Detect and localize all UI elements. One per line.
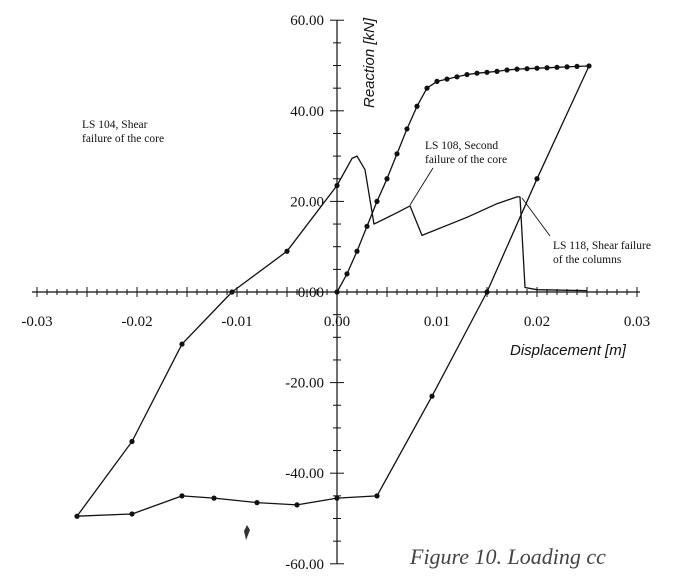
data-point	[179, 493, 185, 499]
x-tick-label: 0.00	[324, 314, 350, 330]
data-point	[294, 502, 300, 508]
y-tick-label: 20.00	[290, 194, 324, 210]
annotation-text-2: LS 108, Second	[425, 140, 498, 152]
y-tick-marks	[330, 19, 344, 565]
data-point	[74, 513, 80, 519]
data-point	[524, 66, 530, 72]
data-point	[344, 271, 350, 277]
series-line-2	[336, 155, 588, 292]
annotations: LS 104, Shear failure of the core LS 108, …	[82, 119, 651, 266]
data-point	[384, 176, 390, 182]
data-point	[514, 66, 520, 72]
y-tick-label: -60.00	[285, 557, 324, 573]
y-axis-title: Reaction [kN]	[361, 17, 378, 108]
data-point	[334, 495, 340, 501]
data-point	[129, 511, 135, 517]
data-point	[534, 176, 540, 182]
data-point	[424, 85, 430, 91]
data-point	[534, 65, 540, 71]
annotation-text-3: LS 118, Shear failure	[553, 240, 651, 252]
data-point	[464, 71, 470, 78]
x-tick-label: 0.03	[624, 314, 650, 330]
leader-line-ls108	[409, 167, 434, 206]
x-tick-label: -0.03	[21, 314, 52, 330]
data-point	[211, 495, 217, 501]
x-tick-label: 0.02	[524, 314, 550, 330]
tick-labels: -0.03 -0.02 -0.01 0.00 0.01 0.02 0.03 60.00 40.0…	[21, 13, 650, 573]
data-point	[434, 78, 440, 84]
x-tick-marks	[36, 287, 638, 297]
data-point	[414, 103, 420, 109]
annotation-text-1: failure of the core	[82, 133, 164, 145]
x-tick-label: -0.01	[221, 314, 252, 330]
data-point	[484, 289, 490, 295]
data-point	[554, 64, 560, 70]
data-point	[404, 126, 410, 132]
x-tick-label: -0.02	[121, 314, 152, 330]
series-layer	[74, 63, 592, 519]
data-point	[494, 68, 500, 74]
data-point	[374, 198, 380, 204]
y-tick-label: 0.00	[298, 285, 324, 301]
data-point	[574, 63, 580, 70]
data-point	[444, 76, 450, 82]
data-point	[484, 69, 490, 75]
data-point	[544, 65, 550, 71]
data-point	[354, 248, 360, 254]
figure-caption: Figure 10. Loading cc	[409, 544, 606, 569]
data-point	[474, 70, 480, 76]
y-tick-label: -20.00	[285, 376, 324, 392]
data-point	[564, 64, 570, 70]
data-point	[179, 341, 185, 347]
data-point	[586, 63, 592, 69]
annotation-text-3: of the columns	[553, 254, 622, 266]
data-point	[374, 493, 380, 499]
stray-mark	[244, 525, 250, 540]
data-point	[364, 223, 370, 229]
series-line-1	[76, 65, 590, 517]
x-tick-label: 0.01	[424, 314, 450, 330]
annotation-text-1: LS 104, Shear	[82, 119, 148, 131]
annotation-text-2: failure of the core	[425, 154, 507, 166]
y-tick-label: -40.00	[285, 466, 324, 482]
data-point	[334, 182, 340, 189]
y-tick-label: 40.00	[290, 104, 324, 120]
data-point	[284, 248, 290, 254]
data-point	[454, 74, 460, 80]
data-point	[334, 289, 340, 295]
data-point	[394, 151, 400, 157]
leader-line-ls118	[521, 197, 551, 237]
y-tick-label: 60.00	[290, 13, 324, 29]
data-point	[429, 393, 435, 399]
data-point	[129, 438, 135, 445]
x-axis-title: Displacement [m]	[510, 342, 627, 359]
data-point	[504, 67, 510, 73]
data-point	[254, 500, 260, 506]
data-point	[229, 289, 235, 295]
